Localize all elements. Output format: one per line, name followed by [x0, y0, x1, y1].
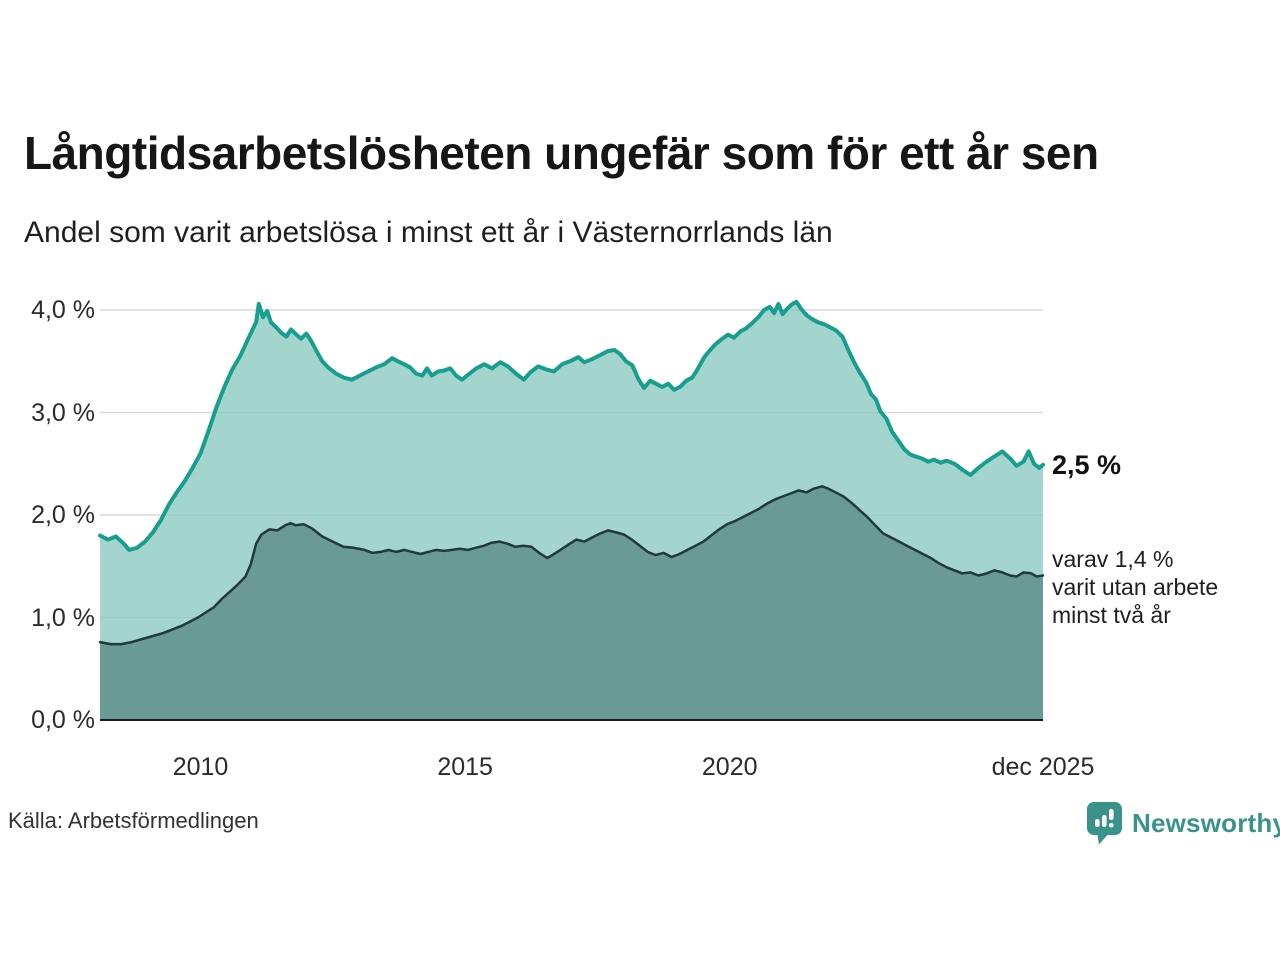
chart-subtitle: Andel som varit arbetslösa i minst ett å…: [24, 216, 833, 249]
x-tick-label: dec 2025: [991, 753, 1095, 781]
newsworthy-pin-icon: [1087, 802, 1122, 845]
latest-value-label: 2,5 %: [1052, 450, 1122, 480]
x-tick-label: 2015: [437, 753, 493, 781]
y-tick-label: 4,0 %: [31, 296, 95, 324]
y-tick-label: 2,0 %: [31, 501, 95, 529]
y-tick-label: 3,0 %: [31, 398, 95, 427]
source-text: Källa: Arbetsförmedlingen: [8, 808, 259, 833]
chart-title: Långtidsarbetslösheten ungefär som för e…: [24, 127, 1099, 179]
y-tick-label: 0,0 %: [31, 706, 95, 734]
y-tick-label: 1,0 %: [31, 603, 95, 632]
newsworthy-logo: Newsworthy: [1086, 801, 1280, 845]
x-tick-label: 2010: [172, 753, 229, 781]
x-tick-label: 2020: [701, 753, 758, 781]
secondary-value-label: varav 1,4 % varit utan arbete minst två …: [1052, 546, 1219, 628]
brand-name: Newsworthy: [1132, 807, 1280, 838]
